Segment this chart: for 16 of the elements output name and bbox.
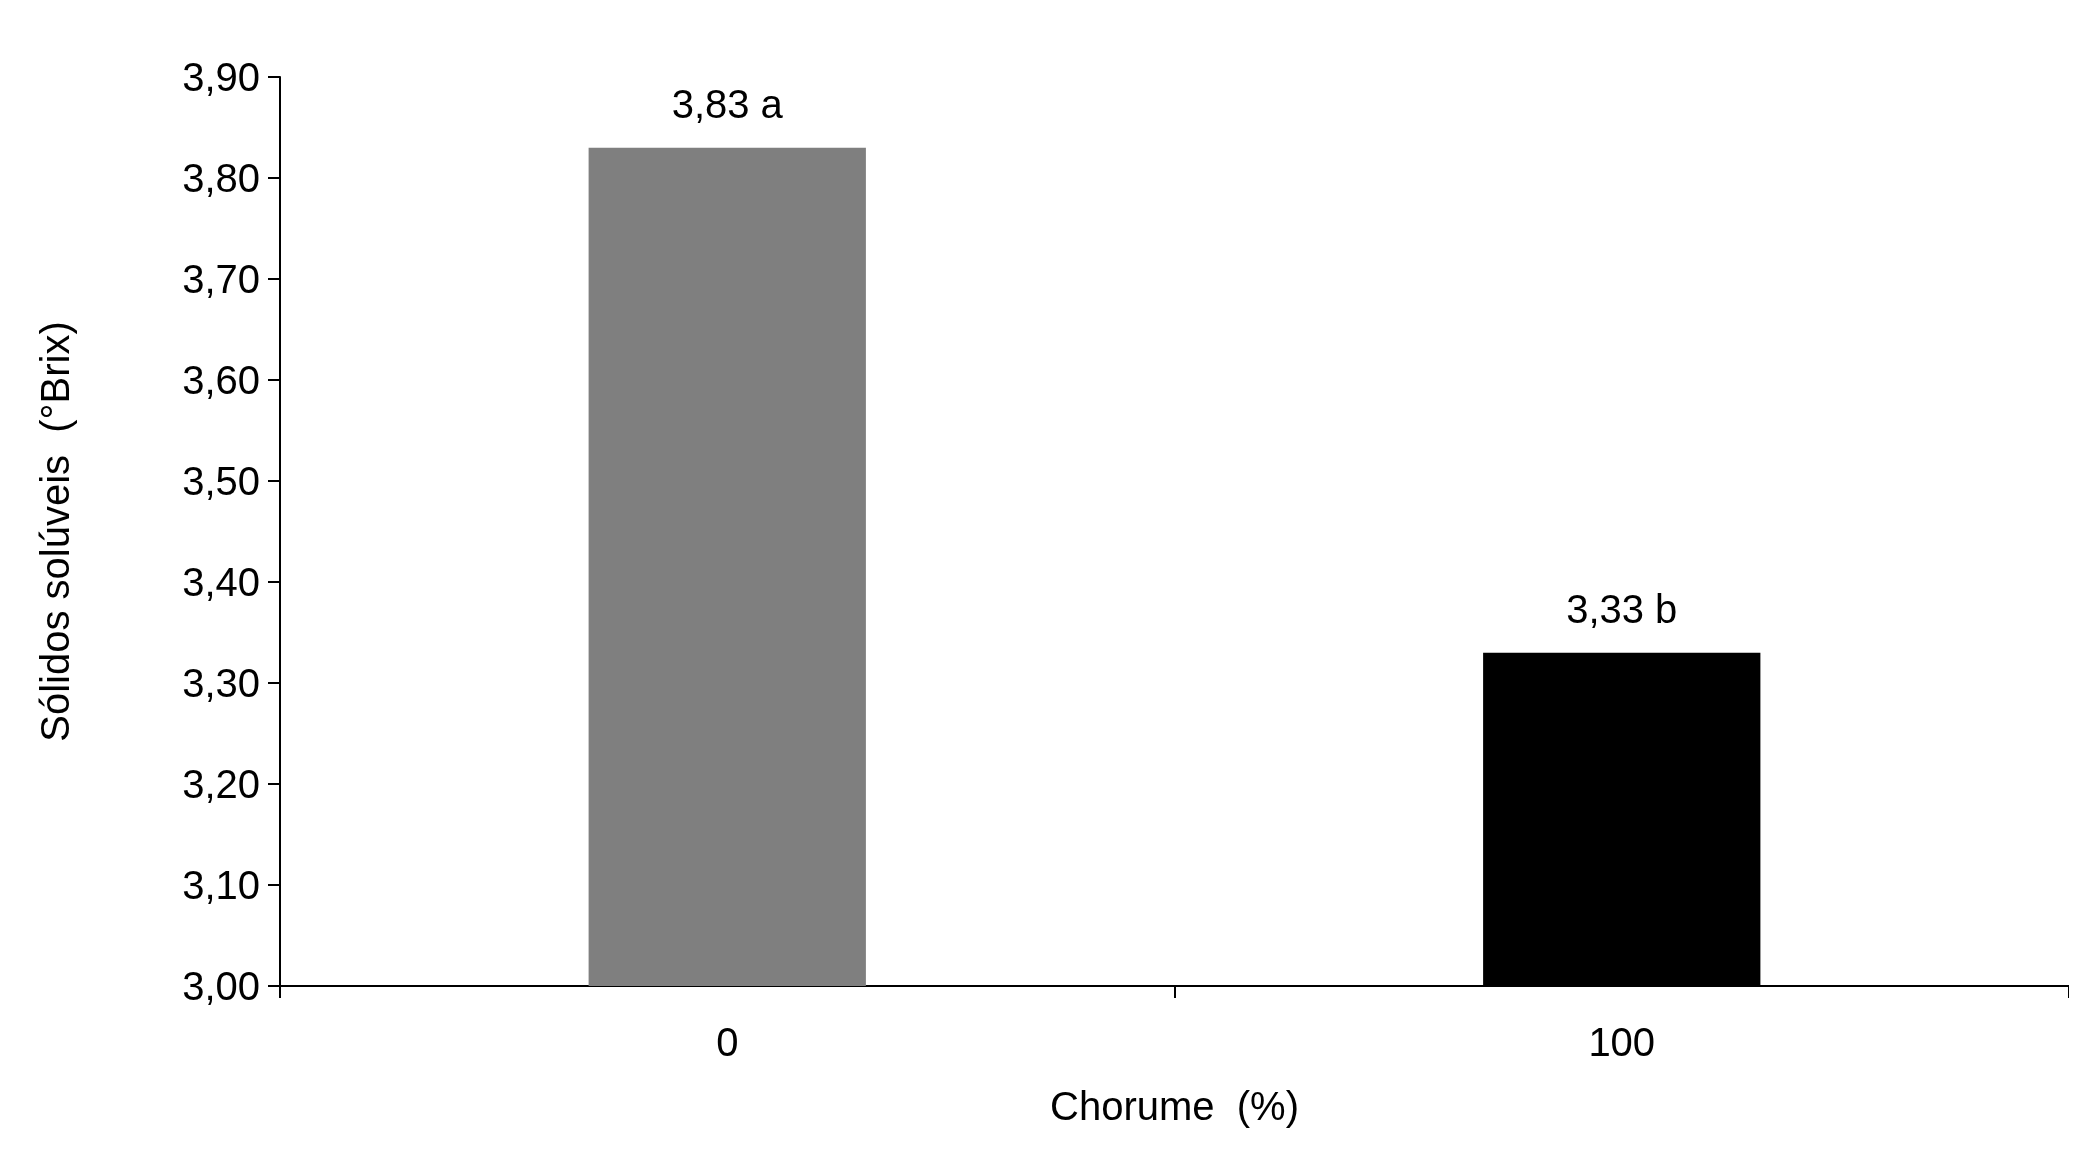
y-axis-title: Sólidos solúveis (°Brix) — [33, 321, 77, 742]
x-axis-title: Chorume (%) — [1050, 1084, 1299, 1128]
x-tick-label: 0 — [716, 1020, 739, 1064]
y-tick-label: 3,80 — [182, 156, 260, 200]
y-tick-label: 3,20 — [182, 762, 260, 806]
y-tick-label: 3,00 — [182, 964, 260, 1008]
y-tick-label: 3,60 — [182, 358, 260, 402]
y-tick-label: 3,30 — [182, 661, 260, 705]
y-tick-label: 3,50 — [182, 459, 260, 503]
data-label: 3,33 b — [1566, 586, 1678, 631]
y-tick-label: 3,90 — [182, 55, 260, 99]
y-tick-label: 3,70 — [182, 257, 260, 301]
y-tick-label: 3,40 — [182, 560, 260, 604]
x-tick-label: 100 — [1588, 1020, 1656, 1064]
data-label: 3,83 a — [671, 81, 784, 126]
y-tick-label: 3,10 — [182, 863, 260, 907]
